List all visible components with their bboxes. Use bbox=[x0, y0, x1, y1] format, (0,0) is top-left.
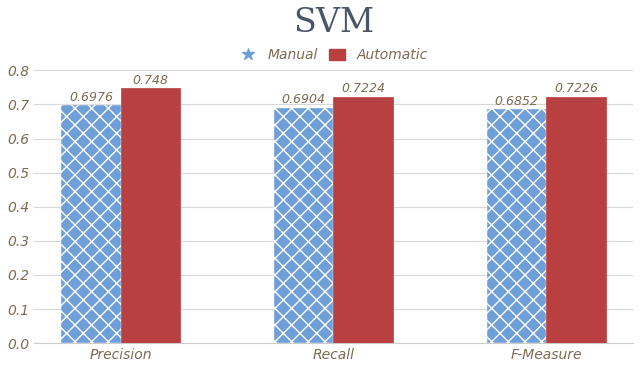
Text: 0.7226: 0.7226 bbox=[554, 82, 598, 95]
Bar bbox=[547, 97, 606, 343]
Text: 0.748: 0.748 bbox=[132, 74, 168, 87]
Legend: Manual, Automatic: Manual, Automatic bbox=[235, 44, 432, 66]
Bar bbox=[274, 108, 333, 343]
Text: 0.6904: 0.6904 bbox=[282, 93, 326, 106]
Text: 0.6852: 0.6852 bbox=[495, 95, 538, 108]
Title: SVM: SVM bbox=[293, 7, 374, 39]
Text: 0.6976: 0.6976 bbox=[69, 91, 113, 104]
Text: 0.7224: 0.7224 bbox=[341, 82, 385, 96]
Bar bbox=[486, 110, 547, 343]
Bar bbox=[121, 88, 180, 343]
Bar bbox=[333, 97, 393, 343]
Bar bbox=[61, 105, 121, 343]
